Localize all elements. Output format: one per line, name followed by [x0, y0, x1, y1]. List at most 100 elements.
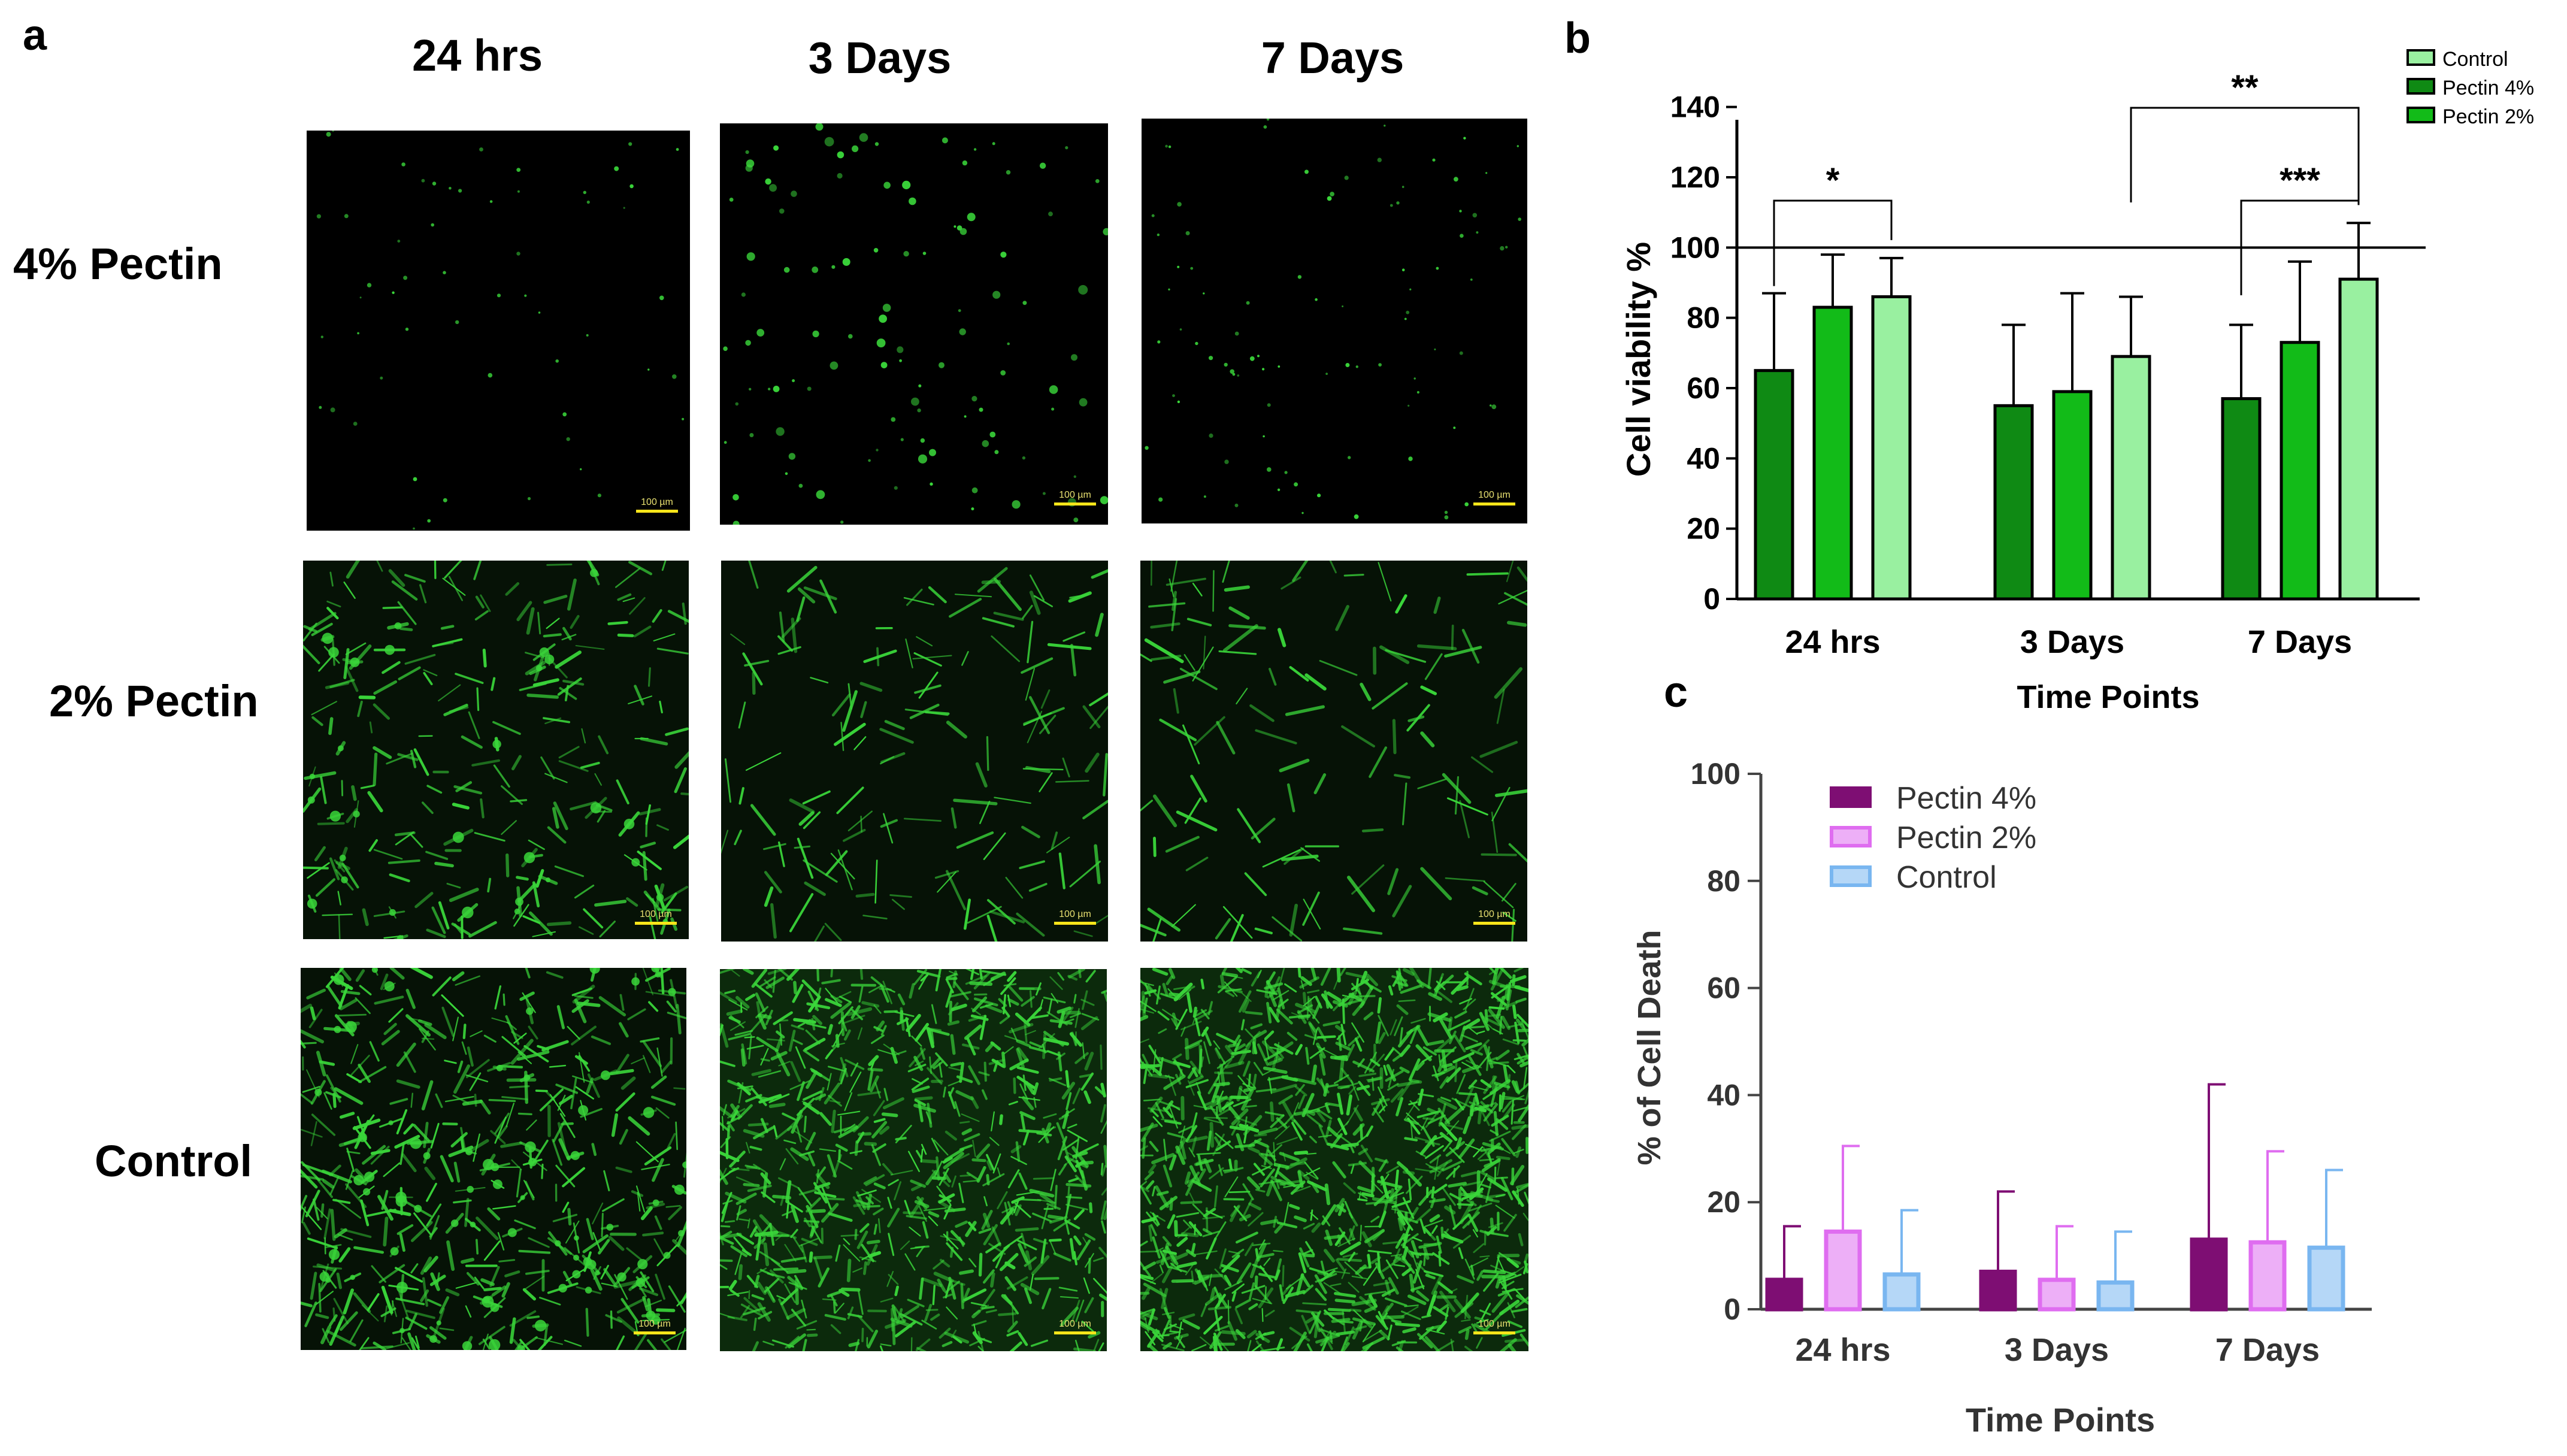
micrograph-4pct-24hrs — [307, 131, 690, 531]
legend-swatch — [2406, 49, 2435, 66]
legend-swatch — [2406, 107, 2435, 123]
significance-bracket: * — [1773, 161, 1893, 286]
micrograph-texture — [720, 969, 1107, 1351]
bar-pectin-2--0 — [1824, 1229, 1862, 1312]
bar-pectin-4--2 — [2190, 1237, 2228, 1312]
scale-bar: 100 µm — [1054, 490, 1096, 505]
legend-swatch — [2406, 78, 2435, 95]
legend-label: Pectin 4% — [2442, 77, 2534, 99]
scale-bar-line — [1054, 1331, 1096, 1334]
y-tick-label: 80 — [1707, 864, 1740, 898]
scale-bar: 100 µm — [1473, 1319, 1515, 1334]
column-header-7days: 7 Days — [1261, 33, 1404, 83]
scale-bar: 100 µm — [1473, 490, 1515, 505]
x-tick-label: 3 Days — [2020, 624, 2124, 660]
scale-bar-line — [1054, 922, 1096, 925]
x-tick-label: 7 Days — [2248, 624, 2352, 660]
micrograph-texture — [316, 131, 685, 530]
scale-bar: 100 µm — [1054, 1319, 1096, 1334]
y-tick-label: 100 — [1670, 231, 1720, 264]
panel-letter-a: a — [23, 11, 47, 59]
legend-swatch — [1830, 826, 1872, 847]
scale-bar-line — [1473, 1331, 1515, 1334]
y-tick-label: 80 — [1687, 301, 1720, 335]
scale-bar-label: 100 µm — [1059, 490, 1091, 500]
scale-bar-label: 100 µm — [1059, 1319, 1091, 1329]
bar-control-0 — [1882, 1272, 1921, 1312]
micrograph-texture — [721, 561, 1108, 942]
y-axis-title: % of Cell Death — [1631, 930, 1667, 1165]
legend-label: Control — [1896, 860, 1997, 895]
micrograph-texture — [723, 123, 1108, 525]
scale-bar-label: 100 µm — [1478, 1319, 1510, 1329]
bar-pectin-2--2 — [2280, 341, 2320, 601]
micrograph-2pct-3days — [721, 561, 1108, 942]
y-tick-label: 0 — [1703, 582, 1720, 616]
bar-pectin-4--2 — [2221, 397, 2262, 601]
x-tick-label: 24 hrs — [1795, 1332, 1890, 1368]
scale-bar-line — [1473, 503, 1515, 505]
scale-bar: 100 µm — [635, 909, 677, 925]
scale-bar-label: 100 µm — [1478, 909, 1510, 919]
y-tick-label: 60 — [1687, 371, 1720, 405]
panel-letter-b: b — [1564, 14, 1591, 62]
significance-stars: * — [1826, 161, 1840, 200]
cell-death-chart: c 0 20 40 60 80 100 24 hrs 3 Days 7 Days Time Poin… — [1631, 668, 2372, 1439]
bar-control-2 — [2307, 1245, 2345, 1312]
bar-pectin-4--0 — [1754, 369, 1794, 601]
scale-bar-label: 100 µm — [1478, 490, 1510, 500]
row-header-2pct: 2% Pectin — [49, 676, 259, 726]
y-tick-label: 140 — [1670, 90, 1720, 124]
scale-bar: 100 µm — [636, 497, 678, 513]
significance-stars: ** — [2231, 68, 2259, 107]
scale-bar: 100 µm — [1473, 909, 1515, 925]
scale-bar: 100 µm — [634, 1319, 676, 1334]
bracket-line — [2130, 107, 2360, 205]
y-tick-label: 60 — [1707, 971, 1740, 1005]
cell-viability-chart: b 0 20 40 60 80 100 120 140 24 hrs 3 Days 7 Days Tim… — [1564, 14, 2534, 715]
significance-stars: *** — [2280, 161, 2320, 200]
scale-bar-line — [1473, 922, 1515, 925]
legend-label: Control — [2442, 48, 2508, 71]
row-header-control: Control — [95, 1136, 253, 1186]
legend-label: Pectin 2% — [1896, 821, 2036, 855]
significance-bracket: *** — [2240, 161, 2360, 295]
micrograph-4pct-7days — [1142, 119, 1527, 523]
bracket-line — [1773, 199, 1893, 286]
bar-pectin-2--0 — [1812, 305, 1853, 601]
panel-letter-c: c — [1664, 668, 1688, 716]
column-header-3days: 3 Days — [808, 33, 952, 83]
y-tick-label: 40 — [1687, 441, 1720, 475]
micrograph-4pct-3days — [720, 123, 1108, 525]
bar-pectin-4--1 — [1993, 404, 2034, 601]
micrograph-texture — [301, 968, 686, 1350]
bar-control-0 — [1871, 295, 1912, 601]
bar-pectin-2--1 — [2038, 1278, 2076, 1312]
micrograph-control-3days — [720, 969, 1107, 1351]
scale-bar-line — [636, 510, 678, 513]
micrograph-2pct-24hrs — [303, 561, 689, 939]
scale-bar-label: 100 µm — [640, 909, 672, 919]
micrograph-control-7days — [1140, 968, 1528, 1351]
scale-bar-line — [635, 922, 677, 925]
row-header-4pct: 4% Pectin — [13, 239, 223, 289]
bar-control-2 — [2338, 277, 2379, 601]
bar-pectin-4--1 — [1979, 1269, 2017, 1312]
bar-pectin-4--0 — [1765, 1278, 1803, 1312]
micrograph-texture — [1140, 561, 1527, 942]
scale-bar-label: 100 µm — [638, 1319, 671, 1329]
y-tick-label: 20 — [1687, 512, 1720, 546]
bar-pectin-2--1 — [2052, 390, 2093, 601]
x-tick-label: 3 Days — [2005, 1332, 2109, 1368]
y-tick-label: 20 — [1707, 1185, 1740, 1219]
y-tick-label: 0 — [1724, 1292, 1740, 1326]
scale-bar-label: 100 µm — [641, 497, 673, 507]
bracket-line — [2240, 199, 2360, 295]
y-axis-title: Cell viability % — [1619, 242, 1657, 477]
x-axis-title: Time Points — [2017, 679, 2199, 715]
bar-control-1 — [2096, 1280, 2135, 1312]
scale-bar-label: 100 µm — [1059, 909, 1091, 919]
bar-control-1 — [2111, 355, 2151, 601]
bar-pectin-2--2 — [2248, 1240, 2287, 1312]
micrograph-texture — [1145, 119, 1521, 520]
